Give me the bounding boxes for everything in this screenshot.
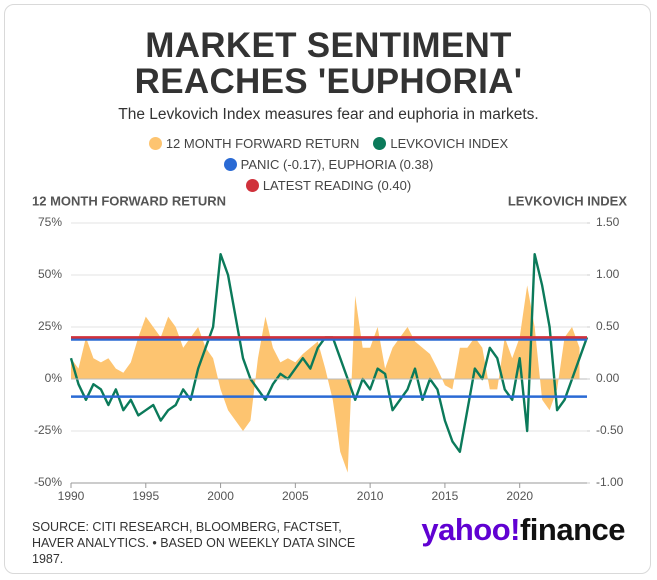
legend-label: LEVKOVICH INDEX [390, 136, 509, 151]
y2-tick-label: 1.50 [596, 215, 620, 229]
y-tick-label: 50% [38, 267, 62, 281]
source-note: SOURCE: CITI RESEARCH, BLOOMBERG, FACTSE… [32, 520, 356, 566]
chart-subtitle: The Levkovich Index measures fear and eu… [118, 106, 539, 123]
x-tick-label: 2005 [282, 489, 309, 503]
x-tick-label: 2000 [207, 489, 234, 503]
chart-title: MARKET SENTIMENT REACHES 'EUPHORIA' [134, 26, 523, 101]
legend: 12 MONTH FORWARD RETURN LEVKOVICH INDEX PA… [40, 135, 617, 194]
y-tick-label: -50% [34, 475, 62, 489]
y-tick-label: 75% [38, 215, 62, 229]
legend-label: LATEST READING (0.40) [262, 178, 412, 193]
y2-axis-title: LEVKOVICH INDEX [508, 193, 628, 208]
legend-label: 12 MONTH FORWARD RETURN [165, 136, 360, 151]
logo: yahoo!finance [421, 512, 625, 548]
y2-tick-label: -1.00 [596, 475, 624, 489]
legend-swatch [245, 179, 259, 192]
x-tick-label: 2010 [357, 489, 384, 503]
y2-tick-label: -0.50 [596, 423, 624, 437]
x-tick-label: 1995 [132, 489, 159, 503]
logo-brand: yahoo! [421, 512, 520, 547]
y2-tick-label: 0.00 [596, 371, 620, 385]
y-tick-label: 0% [45, 371, 63, 385]
legend-item: 12 MONTH FORWARD RETURN [148, 135, 360, 152]
legend-item: LATEST READING (0.40) [40, 177, 617, 194]
y2-tick-label: 0.50 [596, 319, 620, 333]
legend-label: PANIC (-0.17), EUPHORIA (0.38) [240, 157, 434, 172]
y-axis-title: 12 MONTH FORWARD RETURN [32, 193, 226, 208]
legend-item: LEVKOVICH INDEX [373, 135, 508, 152]
legend-item: PANIC (-0.17), EUPHORIA (0.38) [223, 156, 434, 173]
card [4, 4, 651, 574]
legend-swatch [373, 137, 387, 150]
x-tick-label: 2015 [432, 489, 459, 503]
x-tick-label: 2020 [506, 489, 533, 503]
y-tick-label: 25% [38, 319, 62, 333]
logo-product: finance [519, 512, 626, 547]
y-tick-label: -25% [34, 423, 62, 437]
x-tick-label: 1990 [58, 489, 85, 503]
legend-swatch [223, 158, 237, 171]
legend-swatch [148, 137, 162, 150]
y2-tick-label: 1.00 [596, 267, 620, 281]
